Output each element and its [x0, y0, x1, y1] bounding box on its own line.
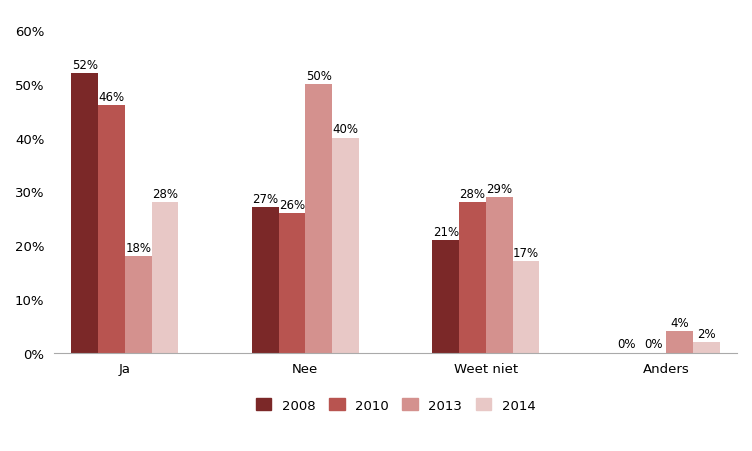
Bar — [486, 197, 513, 353]
Text: 21%: 21% — [432, 225, 459, 238]
Bar — [332, 138, 359, 353]
Text: 0%: 0% — [644, 338, 663, 350]
Bar — [252, 208, 279, 353]
Bar — [125, 256, 152, 353]
Text: 28%: 28% — [459, 188, 486, 201]
Bar — [459, 202, 486, 353]
Text: 17%: 17% — [513, 247, 539, 259]
Legend: 2008, 2010, 2013, 2014: 2008, 2010, 2013, 2014 — [250, 393, 541, 417]
Bar — [152, 202, 178, 353]
Bar — [279, 213, 305, 353]
Bar — [513, 262, 539, 353]
Text: 26%: 26% — [279, 198, 305, 211]
Bar — [99, 106, 125, 353]
Bar — [666, 331, 693, 353]
Text: 52%: 52% — [72, 59, 98, 72]
Text: 40%: 40% — [332, 123, 359, 136]
Text: 50%: 50% — [306, 69, 332, 83]
Text: 46%: 46% — [99, 91, 125, 104]
Bar — [71, 74, 99, 353]
Text: 29%: 29% — [486, 182, 512, 195]
Text: 27%: 27% — [252, 193, 278, 206]
Bar — [432, 240, 459, 353]
Text: 18%: 18% — [125, 241, 151, 254]
Bar — [693, 342, 720, 353]
Bar — [305, 85, 332, 353]
Text: 0%: 0% — [617, 338, 635, 350]
Text: 4%: 4% — [670, 316, 689, 329]
Text: 28%: 28% — [152, 188, 178, 201]
Text: 2%: 2% — [697, 327, 716, 340]
